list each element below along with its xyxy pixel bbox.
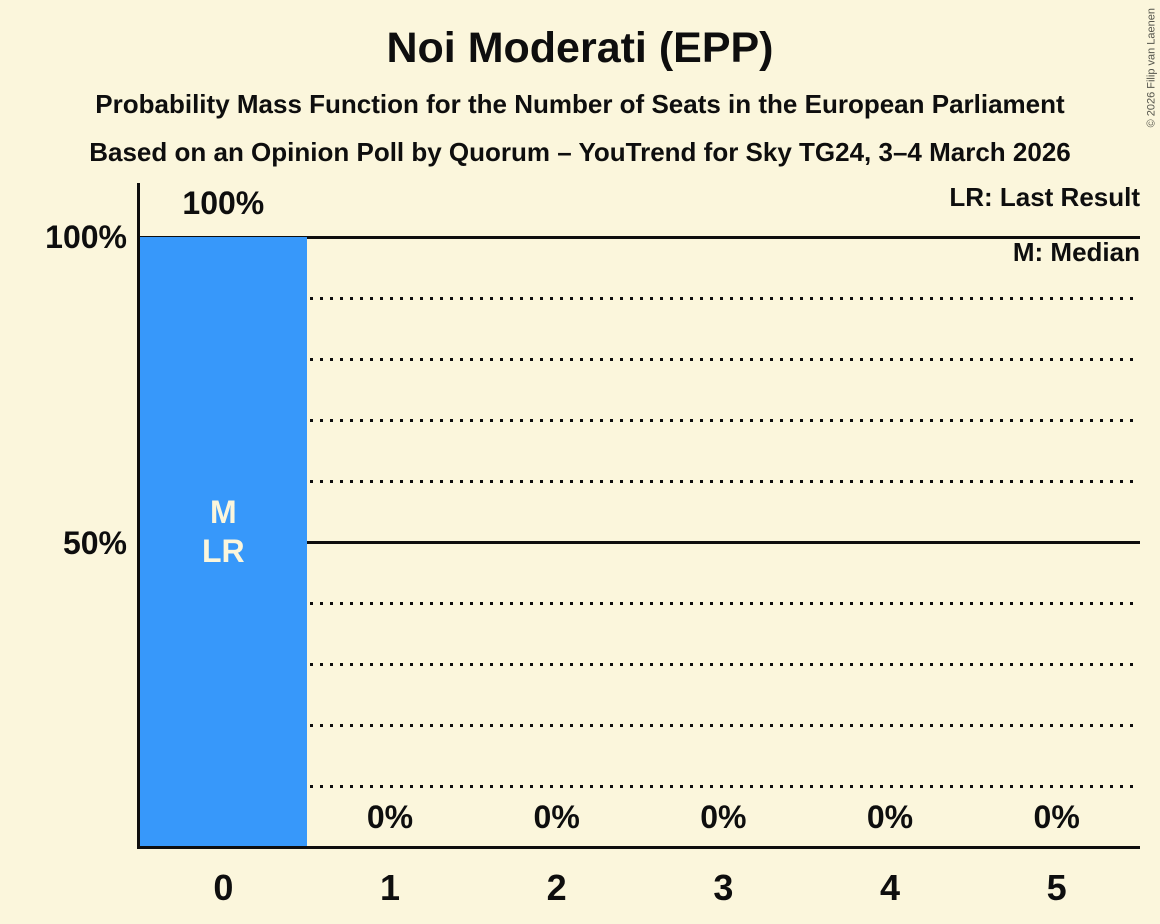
plot-area: M LR 100% 0% 0% 0% 0% 0% xyxy=(140,185,1140,848)
x-axis-label-seats-4: 4 xyxy=(879,867,900,908)
legend-median: M: Median xyxy=(1012,237,1140,267)
x-axis-line xyxy=(137,846,1140,849)
copyright-notice: © 2026 Filip van Laenen xyxy=(1145,8,1157,128)
gridline-dotted-40pct xyxy=(140,602,1140,606)
y-axis-line xyxy=(137,183,140,849)
x-axis-label-seats-0: 0 xyxy=(213,867,234,908)
gridline-dotted-30pct xyxy=(140,663,1140,667)
gridline-solid-100pct xyxy=(140,235,1140,239)
chart-title: Noi Moderati (EPP) xyxy=(386,24,774,72)
gridline-solid-50pct xyxy=(140,541,1140,544)
bar-seats-0 xyxy=(140,237,307,848)
chart-subtitle-poll-source: Based on an Opinion Poll by Quorum – You… xyxy=(89,137,1071,167)
gridline-dotted-20pct xyxy=(140,724,1140,728)
value-label-seats-2: 0% xyxy=(533,799,580,835)
value-label-seats-3: 0% xyxy=(700,799,747,835)
gridline-dotted-90pct xyxy=(140,296,1140,300)
y-axis-label-50pct: 50% xyxy=(62,524,127,561)
x-axis-label-seats-5: 5 xyxy=(1046,867,1067,908)
gridline-dotted-60pct xyxy=(140,479,1140,483)
value-label-seats-5: 0% xyxy=(1033,799,1080,835)
gridline-dotted-10pct xyxy=(140,785,1140,789)
chart-subtitle-pmf: Probability Mass Function for the Number… xyxy=(95,89,1065,119)
gridline-dotted-80pct xyxy=(140,357,1140,361)
value-label-seats-4: 0% xyxy=(866,799,914,835)
x-axis-label-seats-3: 3 xyxy=(713,867,734,908)
x-axis-label-seats-2: 2 xyxy=(546,867,567,908)
gridline-dotted-70pct xyxy=(140,418,1140,422)
value-label-seats-1: 0% xyxy=(366,799,414,835)
bar-annotation-median-last-result: M LR xyxy=(202,494,245,569)
x-axis-label-seats-1: 1 xyxy=(379,867,400,908)
value-label-seats-0: 100% xyxy=(182,185,265,221)
y-axis-label-100pct: 100% xyxy=(45,219,127,255)
legend-last-result: LR: Last Result xyxy=(949,182,1140,212)
